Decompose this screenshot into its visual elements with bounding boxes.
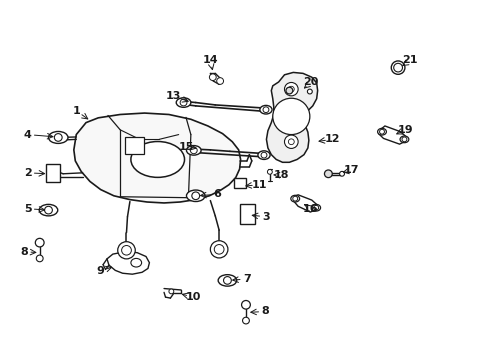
- Text: 15: 15: [178, 141, 193, 152]
- Circle shape: [288, 86, 294, 92]
- Circle shape: [216, 78, 223, 84]
- Circle shape: [118, 242, 135, 259]
- Circle shape: [44, 206, 52, 214]
- Polygon shape: [378, 126, 406, 144]
- Circle shape: [307, 89, 312, 94]
- Ellipse shape: [39, 204, 58, 216]
- Text: 9: 9: [97, 266, 104, 276]
- Circle shape: [339, 171, 344, 176]
- Circle shape: [401, 137, 406, 142]
- Text: 11: 11: [251, 180, 266, 190]
- Circle shape: [379, 129, 384, 134]
- Ellipse shape: [390, 61, 404, 74]
- Ellipse shape: [186, 145, 201, 155]
- Ellipse shape: [176, 98, 190, 107]
- Text: 8: 8: [261, 306, 269, 316]
- Ellipse shape: [259, 105, 271, 114]
- Text: 12: 12: [324, 134, 339, 144]
- Ellipse shape: [131, 258, 142, 267]
- Polygon shape: [107, 252, 149, 274]
- Text: 1: 1: [72, 106, 80, 116]
- Ellipse shape: [377, 129, 386, 135]
- Circle shape: [122, 246, 131, 255]
- Circle shape: [292, 196, 297, 201]
- Circle shape: [242, 317, 249, 324]
- Circle shape: [284, 82, 298, 96]
- Circle shape: [191, 192, 199, 199]
- Circle shape: [272, 98, 309, 135]
- Circle shape: [313, 205, 318, 210]
- Circle shape: [223, 276, 231, 284]
- Ellipse shape: [257, 151, 269, 159]
- Text: 14: 14: [202, 55, 218, 66]
- Text: 16: 16: [302, 204, 318, 214]
- Circle shape: [210, 241, 227, 258]
- Circle shape: [190, 147, 197, 154]
- Circle shape: [288, 139, 294, 145]
- Ellipse shape: [48, 131, 68, 143]
- Circle shape: [35, 238, 44, 247]
- Text: 7: 7: [243, 274, 250, 284]
- Text: 21: 21: [402, 55, 417, 66]
- Circle shape: [285, 87, 292, 94]
- Text: 6: 6: [213, 189, 221, 199]
- Circle shape: [209, 74, 216, 81]
- Circle shape: [324, 170, 331, 177]
- Text: 17: 17: [344, 166, 359, 175]
- Ellipse shape: [186, 190, 204, 202]
- Circle shape: [261, 152, 266, 158]
- Polygon shape: [293, 195, 317, 212]
- Circle shape: [263, 107, 268, 113]
- Circle shape: [267, 170, 272, 174]
- Text: 18: 18: [273, 170, 288, 180]
- Text: 2: 2: [23, 168, 31, 178]
- Text: 19: 19: [397, 125, 412, 135]
- Circle shape: [241, 301, 250, 309]
- Ellipse shape: [290, 195, 299, 202]
- Text: 3: 3: [262, 212, 270, 222]
- Ellipse shape: [311, 204, 320, 211]
- Circle shape: [284, 135, 298, 148]
- Circle shape: [288, 113, 294, 118]
- Text: 10: 10: [185, 292, 201, 302]
- Circle shape: [180, 99, 186, 106]
- Circle shape: [54, 134, 62, 141]
- Circle shape: [214, 244, 224, 254]
- Circle shape: [284, 109, 298, 122]
- Bar: [233, 177, 245, 188]
- Bar: [239, 204, 255, 224]
- Ellipse shape: [399, 136, 408, 143]
- Bar: [45, 164, 60, 183]
- Text: 13: 13: [166, 91, 181, 101]
- Circle shape: [393, 63, 402, 72]
- Ellipse shape: [131, 141, 184, 177]
- Text: 4: 4: [23, 130, 31, 140]
- Circle shape: [168, 289, 173, 294]
- Circle shape: [36, 255, 43, 262]
- Text: 5: 5: [23, 204, 31, 214]
- Bar: [125, 137, 143, 154]
- Ellipse shape: [218, 275, 236, 286]
- Polygon shape: [74, 113, 240, 203]
- Polygon shape: [266, 72, 317, 162]
- Text: 20: 20: [303, 77, 318, 87]
- Text: 8: 8: [20, 247, 28, 257]
